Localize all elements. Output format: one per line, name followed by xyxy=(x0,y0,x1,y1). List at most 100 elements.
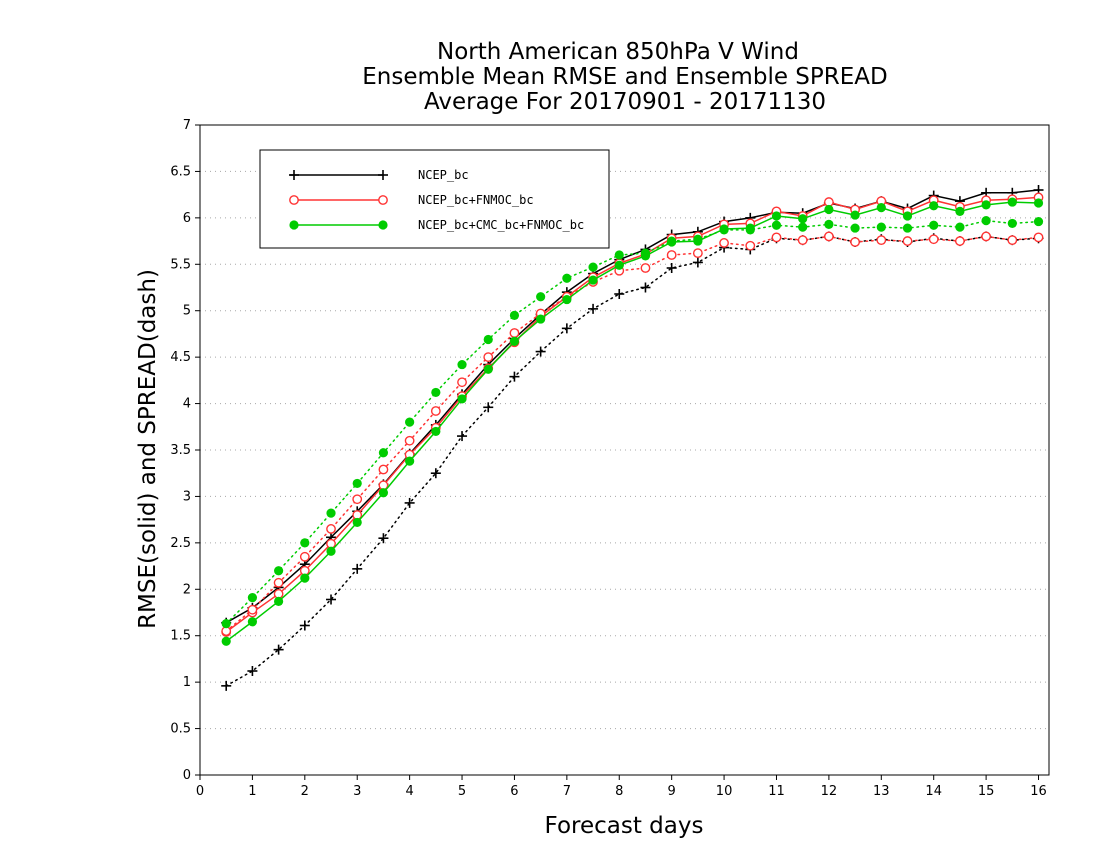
rmse-point xyxy=(1007,197,1017,207)
x-tick-label: 13 xyxy=(873,784,890,799)
spread-point xyxy=(1033,232,1044,243)
legend-marker xyxy=(289,195,299,205)
spread-point xyxy=(509,328,520,338)
spread-point xyxy=(876,235,887,246)
gridlines xyxy=(200,170,1049,730)
x-tick-label: 4 xyxy=(405,784,413,799)
x-tick-label: 11 xyxy=(768,784,785,799)
chart-title-line-1: North American 850hPa V Wind xyxy=(437,39,799,65)
spread-point xyxy=(273,644,284,655)
y-tick-label: 1.5 xyxy=(170,629,191,644)
rmse-point xyxy=(902,211,913,221)
spread-point xyxy=(299,551,310,562)
x-tick-label: 8 xyxy=(615,784,623,799)
x-tick-label: 2 xyxy=(301,784,309,799)
spread-line xyxy=(225,235,1040,687)
spread-point xyxy=(666,250,677,260)
rmse-point xyxy=(876,203,886,213)
y-tick-label: 7 xyxy=(183,118,191,133)
spread-point xyxy=(771,220,782,230)
x-tick-label: 5 xyxy=(458,784,466,799)
spread-point xyxy=(352,478,362,489)
y-tick-label: 4 xyxy=(183,397,191,412)
x-tick-label: 7 xyxy=(563,784,571,799)
spread-point xyxy=(457,431,468,442)
spread-point xyxy=(666,263,677,273)
spread-point xyxy=(588,262,598,272)
spread-point xyxy=(823,231,834,242)
spread-point xyxy=(299,620,310,631)
rmse-point xyxy=(562,294,572,305)
spread-point xyxy=(693,234,703,244)
spread-point xyxy=(509,310,520,320)
rmse-point xyxy=(352,517,362,528)
spread-point xyxy=(614,289,625,299)
rmse-line xyxy=(225,196,1039,633)
rmse-point xyxy=(457,394,467,404)
spread-point xyxy=(614,250,624,260)
spread-point xyxy=(692,257,703,268)
x-tick-label: 1 xyxy=(248,784,256,799)
spread-point xyxy=(221,680,232,691)
spread-point xyxy=(457,377,467,388)
spread-point xyxy=(352,563,363,574)
rmse-point xyxy=(274,596,284,606)
spread-line xyxy=(225,219,1040,625)
legend-marker xyxy=(289,170,299,180)
spread-point xyxy=(876,222,886,232)
y-tick-label: 3.5 xyxy=(170,443,191,458)
spread-point xyxy=(955,236,965,246)
chart-title-line-3: Average For 20170901 - 20171130 xyxy=(424,89,826,115)
series-1 xyxy=(221,192,1044,637)
series-2 xyxy=(221,197,1044,646)
legend-entry: NCEP_bc xyxy=(289,168,469,182)
spread-point xyxy=(562,273,572,283)
spread-point xyxy=(536,292,546,302)
rmse-point xyxy=(509,336,520,346)
x-axis-title: Forecast days xyxy=(545,813,704,839)
spread-point xyxy=(326,594,337,605)
spread-point xyxy=(561,323,572,334)
rmse-point xyxy=(588,275,598,285)
spread-point xyxy=(326,508,336,518)
y-tick-label: 5.5 xyxy=(170,257,191,272)
spread-point xyxy=(692,248,703,259)
rmse-point xyxy=(483,364,493,374)
axis-ticks: 00.511.522.533.544.555.566.570 1 2 3 4 5 6 7 8 9 1… xyxy=(170,118,1046,799)
series-layer xyxy=(221,185,1044,691)
legend-label: NCEP_bc+CMC_bc+FNMOC_bc xyxy=(418,218,584,232)
spread-point xyxy=(430,406,441,416)
spread-point xyxy=(1007,218,1017,229)
spread-point xyxy=(431,387,441,398)
spread-point xyxy=(247,604,258,615)
spread-point xyxy=(797,235,808,246)
spread-point xyxy=(902,223,913,233)
y-tick-label: 2 xyxy=(183,582,191,597)
rmse-line xyxy=(225,189,1039,624)
spread-point xyxy=(483,402,494,413)
x-tick-label: 0 xyxy=(196,784,204,799)
rmse-point xyxy=(981,200,991,210)
y-tick-label: 2.5 xyxy=(170,536,191,551)
legend-box xyxy=(259,149,610,249)
y-tick-label: 4.5 xyxy=(170,350,191,365)
spread-point xyxy=(745,240,756,251)
rmse-point xyxy=(614,260,624,270)
spread-point xyxy=(247,666,258,676)
spread-point xyxy=(273,577,284,588)
chart-title-line-2: Ensemble Mean RMSE and Ensemble SPREAD xyxy=(362,64,887,90)
x-tick-label: 9 xyxy=(668,784,676,799)
legend-marker xyxy=(378,220,388,230)
y-tick-label: 0.5 xyxy=(170,722,191,737)
spread-point xyxy=(719,238,729,248)
spread-point xyxy=(902,236,913,246)
legend-marker xyxy=(378,195,388,205)
rmse-point xyxy=(405,456,415,466)
rmse-point xyxy=(1033,198,1044,208)
spread-point xyxy=(404,497,415,508)
y-tick-label: 0 xyxy=(183,768,191,783)
rmse-point xyxy=(221,636,231,646)
spread-point xyxy=(300,538,310,548)
legend-items: NCEP_bc NCEP_bc+FNMOC_bc NCEP_bc+CMC_bc+FN… xyxy=(289,168,584,232)
